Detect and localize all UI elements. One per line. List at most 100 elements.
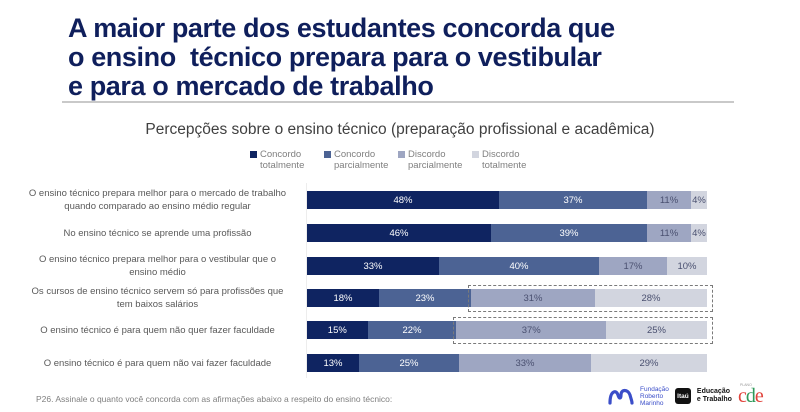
data-label: 46%: [389, 227, 409, 239]
data-label: 11%: [659, 227, 679, 239]
legend-label-line: totalmente: [260, 160, 305, 171]
legend-label-line: Concordo: [334, 149, 376, 160]
data-label: 11%: [659, 194, 679, 206]
row-label: O ensino técnico é para quem não vai faz…: [20, 349, 295, 377]
educacao-trabalho-logo: Educação e Trabalho: [697, 388, 732, 404]
bar-segment: 33%: [307, 257, 439, 275]
legend-swatch: [398, 151, 405, 158]
data-label: 29%: [639, 357, 659, 369]
data-label: 39%: [559, 227, 579, 239]
bar-segment: 25%: [359, 354, 459, 372]
plano-label: PLANO: [739, 383, 752, 387]
legend-item: Discordo parcialmente: [398, 149, 462, 171]
frm-line-3: Marinho: [640, 399, 664, 407]
legend-label-line: parcialmente: [334, 160, 389, 171]
data-label: 4%: [692, 227, 706, 239]
chart-legend: Concordo totalmente Concordo parcialmente Di…: [250, 149, 532, 171]
row-label: O ensino técnico é para quem não quer fa…: [20, 316, 295, 344]
data-label: 23%: [415, 292, 435, 304]
bar-segment: 4%: [691, 191, 707, 209]
bar-segment: 11%: [647, 191, 691, 209]
bar-segment: 18%: [307, 289, 379, 307]
legend-label: Discordo totalmente: [482, 149, 526, 171]
plano-cde-logo: PLANO cde: [738, 383, 774, 409]
bar-row: 15% 22% 37% 25%: [307, 321, 707, 339]
legend-label-line: Concordo: [260, 149, 302, 160]
edu-line-2: e Trabalho: [696, 396, 732, 403]
legend-swatch: [324, 151, 331, 158]
row-label-text: O ensino técnico é para quem não vai faz…: [44, 357, 272, 370]
title-line-1: A maior parte dos estudantes concorda qu…: [68, 13, 615, 43]
legend-item: Concordo totalmente: [250, 149, 310, 171]
row-label-line: O ensino técnico é para quem não quer fa…: [40, 324, 275, 336]
bar-segment: 48%: [307, 191, 499, 209]
category-axis-line: [306, 183, 307, 378]
row-label: Os cursos de ensino técnico servem só pa…: [20, 284, 295, 312]
legend-label-line: parcialmente: [408, 160, 463, 171]
bar-segment: 22%: [367, 321, 457, 339]
data-label: 37%: [563, 194, 583, 206]
data-label: 13%: [323, 357, 343, 369]
legend-label: Concordo parcialmente: [334, 149, 388, 171]
data-label: 40%: [509, 260, 529, 272]
data-label: 22%: [402, 324, 422, 336]
legend-item: Concordo parcialmente: [324, 149, 388, 171]
row-label-text: O ensino técnico prepara melhor para o m…: [29, 187, 286, 213]
frm-line-1: Fundação: [640, 385, 669, 393]
legend-item: Discordo totalmente: [472, 149, 532, 171]
bar-segment: 25%: [605, 321, 707, 339]
data-label: 48%: [393, 194, 413, 206]
bar-segment: 10%: [667, 257, 707, 275]
bar-segment: 23%: [379, 289, 471, 307]
title-divider: [62, 101, 734, 103]
row-label-line: ensino médio: [129, 267, 186, 278]
data-label: 4%: [692, 194, 706, 206]
frm-line-2: Roberto: [640, 392, 664, 400]
title-line-3: e para o mercado de trabalho: [68, 71, 434, 101]
legend-label-line: Discordo: [482, 149, 520, 160]
bar-segment: 28%: [595, 289, 707, 307]
data-label: 10%: [677, 260, 697, 272]
footer-logos: Fundação Roberto Marinho Itaú Educação e…: [608, 383, 774, 409]
data-label: 31%: [523, 292, 543, 304]
bar-segment: 37%: [456, 321, 606, 339]
page-title: A maior parte dos estudantes concorda qu…: [68, 14, 748, 101]
row-label: No ensino técnico se aprende uma profiss…: [20, 219, 295, 247]
bar-segment: 4%: [691, 224, 707, 242]
bar-segment: 29%: [591, 354, 707, 372]
row-label-text: O ensino técnico prepara melhor para o v…: [39, 253, 276, 279]
bar-row: 46% 39% 11% 4%: [307, 224, 707, 242]
row-label-line: O ensino técnico prepara melhor para o m…: [28, 188, 287, 199]
row-label-line: No ensino técnico se aprende uma profiss…: [63, 227, 252, 239]
cde-letter-c: c: [737, 385, 747, 407]
legend-swatch: [250, 151, 257, 158]
chart-title: Percepções sobre o ensino técnico (prepa…: [145, 121, 655, 138]
data-label: 25%: [646, 324, 666, 336]
legend-label-line: totalmente: [482, 160, 527, 171]
bar-segment: 37%: [499, 191, 647, 209]
bar-segment: 46%: [307, 224, 491, 242]
row-label-line: O ensino técnico é para quem não vai faz…: [43, 357, 272, 369]
row-label: O ensino técnico prepara melhor para o m…: [20, 186, 295, 214]
row-label: O ensino técnico prepara melhor para o v…: [20, 252, 295, 280]
legend-label-line: Discordo: [408, 149, 446, 160]
bar-row: 13% 25% 33% 29%: [307, 354, 707, 372]
cde-wordmark: cde: [737, 385, 764, 408]
bar-row: 33% 40% 17% 10%: [307, 257, 707, 275]
bar-segment: 40%: [439, 257, 599, 275]
fundacao-roberto-marinho-logo: Fundação Roberto Marinho: [640, 386, 669, 407]
bar-segment: 13%: [307, 354, 359, 372]
data-label: 25%: [399, 357, 419, 369]
highlight-box: [453, 317, 713, 344]
data-label: 28%: [641, 292, 661, 304]
footnote: P26. Assinale o quanto você concorda com…: [36, 394, 393, 404]
row-label-line: Os cursos de ensino técnico servem só pa…: [31, 286, 284, 297]
cde-letter-e: e: [754, 385, 764, 407]
data-label: 37%: [521, 324, 541, 336]
bar-segment: 31%: [471, 289, 595, 307]
row-label-line: O ensino técnico prepara melhor para o v…: [38, 254, 277, 265]
bar-segment: 33%: [459, 354, 591, 372]
bar-row: 48% 37% 11% 4%: [307, 191, 707, 209]
data-label: 18%: [333, 292, 353, 304]
bar-segment: 39%: [491, 224, 647, 242]
